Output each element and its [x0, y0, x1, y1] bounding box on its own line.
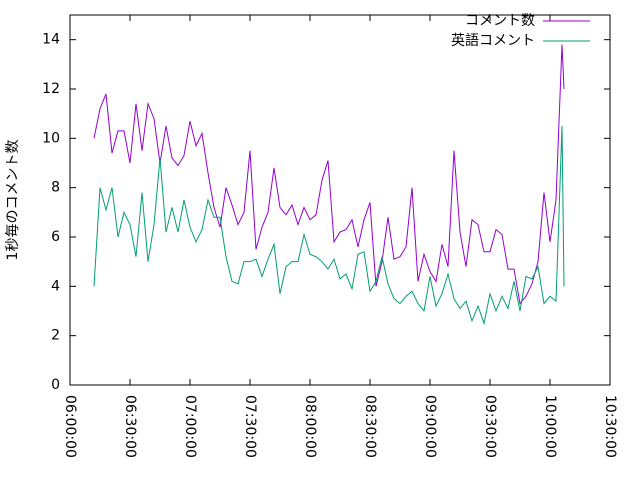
y-axis-label: 1秒毎のコメント数: [5, 140, 21, 261]
y-tick-label: 14: [42, 32, 60, 48]
x-tick-label: 09:30:00: [482, 395, 498, 458]
x-tick-label: 06:00:00: [62, 395, 78, 458]
x-tick-label: 08:00:00: [302, 395, 318, 458]
series-line: [93, 44, 565, 305]
x-tick-label: 08:30:00: [362, 395, 378, 458]
y-tick-label: 8: [51, 180, 60, 196]
legend-label: コメント数: [465, 13, 535, 29]
x-tick-label: 10:00:00: [542, 395, 558, 458]
y-tick-label: 12: [42, 81, 60, 97]
legend-label: 英語コメント: [451, 32, 535, 49]
y-tick-label: 6: [51, 229, 60, 245]
y-tick-label: 0: [51, 377, 60, 393]
x-tick-label: 07:00:00: [182, 395, 198, 458]
x-tick-label: 07:30:00: [242, 395, 258, 458]
x-tick-label: 06:30:00: [122, 395, 138, 458]
y-tick-label: 4: [51, 278, 60, 294]
x-tick-label: 10:30:00: [602, 395, 618, 458]
y-tick-label: 2: [51, 328, 60, 344]
series-line: [93, 125, 565, 326]
x-tick-label: 09:00:00: [422, 395, 438, 458]
plot-border: [69, 14, 611, 386]
y-tick-label: 10: [42, 130, 60, 146]
